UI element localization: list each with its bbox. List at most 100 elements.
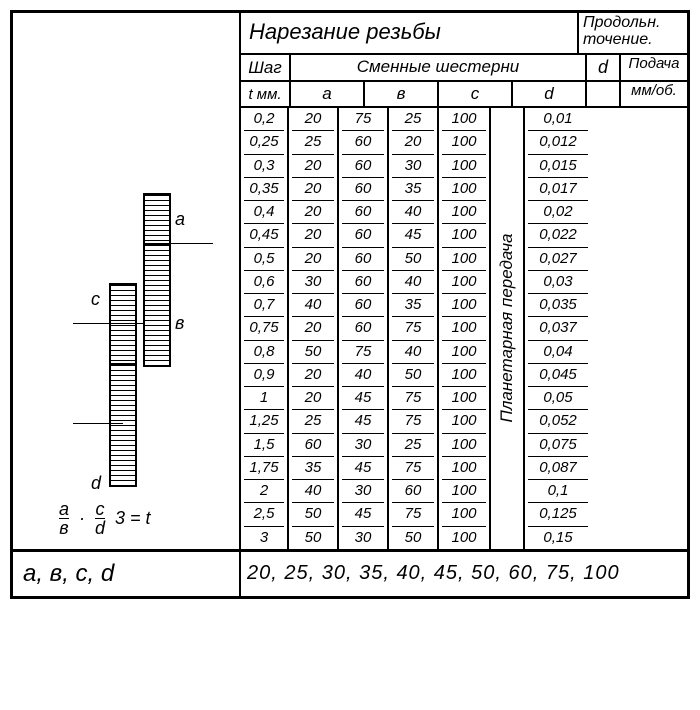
table-cell: 75	[392, 387, 434, 410]
table-cell: 60	[292, 434, 334, 457]
table-cell: 0,125	[528, 503, 588, 526]
gear-set-labels: a, в, c, d	[13, 552, 241, 596]
table-cell: 30	[342, 480, 384, 503]
wheel-labels-row: a в c d	[291, 82, 587, 106]
table-cell: 35	[392, 178, 434, 201]
table-cell: 25	[392, 434, 434, 457]
gear-set-values: 20, 25, 30, 35, 40, 45, 50, 60, 75, 100	[241, 552, 687, 596]
formula-tail: 3 = t	[115, 508, 151, 529]
table-cell: 30	[342, 527, 384, 549]
table-cell: 100	[442, 317, 486, 340]
col-a: 20252020202020304020502020256035405050	[289, 108, 339, 549]
fraction-cd: c d	[95, 500, 105, 537]
table-cell: 50	[392, 527, 434, 549]
table-cell: 20	[292, 108, 334, 131]
table-cell: 60	[342, 201, 384, 224]
gear-label-b: в	[175, 313, 184, 334]
wheel-label-d: d	[513, 82, 585, 106]
fraction-ab: a в	[59, 500, 69, 537]
table-cell: 0,4	[244, 201, 284, 224]
table-cell: 75	[392, 410, 434, 433]
longit-line1: Продольн.	[583, 15, 683, 32]
table-cell: 0,03	[528, 271, 588, 294]
table-cell: 50	[292, 527, 334, 549]
gear-d	[109, 363, 137, 487]
table-cell: 100	[442, 248, 486, 271]
table-cell: 0,5	[244, 248, 284, 271]
table-cell: 100	[442, 410, 486, 433]
table-cell: 0,037	[528, 317, 588, 340]
wheel-label-b: в	[365, 82, 439, 106]
table-cell: 35	[392, 294, 434, 317]
table-cell: 45	[342, 503, 384, 526]
table-cell: 60	[342, 178, 384, 201]
table-cell: 20	[292, 248, 334, 271]
planetary-drive-label: Планетарная передача	[497, 234, 517, 423]
gear-diagram: a в c d a в · c d 3 = t	[13, 13, 241, 549]
step-header: Шаг	[241, 55, 291, 80]
table-cell: 1,75	[244, 457, 284, 480]
table-cell: 25	[292, 131, 334, 154]
col-d: 1001001001001001001001001001001001001001…	[439, 108, 491, 549]
table-cell: 40	[392, 341, 434, 364]
table-cell: 20	[292, 364, 334, 387]
table-cell: 0,015	[528, 155, 588, 178]
table-cell: 0,045	[528, 364, 588, 387]
table-cell: 75	[342, 341, 384, 364]
gear-b	[143, 243, 171, 367]
table-cell: 45	[342, 457, 384, 480]
tables-section: Нарезание резьбы Продольн. точение. Шаг …	[241, 13, 687, 549]
table-cell: 0,052	[528, 410, 588, 433]
wheel-label-a: a	[291, 82, 365, 106]
table-cell: 40	[392, 271, 434, 294]
table-cell: 60	[342, 317, 384, 340]
table-cell: 3	[244, 527, 284, 549]
table-cell: 50	[292, 503, 334, 526]
table-cell: 0,02	[528, 201, 588, 224]
bottom-row: a, в, c, d 20, 25, 30, 35, 40, 45, 50, 6…	[13, 549, 687, 596]
table-cell: 100	[442, 527, 486, 549]
table-cell: 0,012	[528, 131, 588, 154]
gear-label-d: d	[91, 473, 101, 494]
table-cell: 0,2	[244, 108, 284, 131]
subheader-row-1: Шаг Сменные шестерни d Подача	[241, 55, 687, 82]
header-row: Нарезание резьбы Продольн. точение.	[241, 13, 687, 55]
change-wheels-header: Сменные шестерни	[291, 55, 587, 80]
table-cell: 100	[442, 387, 486, 410]
table-cell: 0,1	[528, 480, 588, 503]
table-cell: 100	[442, 131, 486, 154]
col-feed: 0,010,0120,0150,0170,020,0220,0270,030,0…	[525, 108, 591, 549]
table-cell: 35	[292, 457, 334, 480]
denominator: d	[95, 518, 105, 537]
table-cell: 1	[244, 387, 284, 410]
table-cell: 30	[292, 271, 334, 294]
table-cell: 20	[392, 131, 434, 154]
table-cell: 45	[342, 410, 384, 433]
gear-label-a: a	[175, 209, 185, 230]
denominator: в	[59, 518, 68, 537]
table-cell: 0,022	[528, 224, 588, 247]
table-cell: 0,45	[244, 224, 284, 247]
table-cell: 0,035	[528, 294, 588, 317]
table-cell: 100	[442, 108, 486, 131]
gear-ratio-formula: a в · c d 3 = t	[59, 500, 151, 537]
table-cell: 100	[442, 155, 486, 178]
table-cell: 1,5	[244, 434, 284, 457]
data-area: 0,20,250,30,350,40,450,50,60,70,750,80,9…	[241, 108, 687, 549]
table-cell: 0,15	[528, 527, 588, 549]
table-cell: 40	[292, 294, 334, 317]
table-cell: 100	[442, 457, 486, 480]
table-cell: 0,05	[528, 387, 588, 410]
table-cell: 100	[442, 224, 486, 247]
table-cell: 2,5	[244, 503, 284, 526]
table-cell: 0,027	[528, 248, 588, 271]
table-cell: 40	[392, 201, 434, 224]
top-section: a в c d a в · c d 3 = t Нарезание резьбы	[13, 13, 687, 549]
table-cell: 60	[342, 131, 384, 154]
table-cell: 100	[442, 201, 486, 224]
table-cell: 0,35	[244, 178, 284, 201]
table-cell: 75	[392, 457, 434, 480]
table-cell: 2	[244, 480, 284, 503]
gear-label-c: c	[91, 289, 100, 310]
table-cell: 60	[342, 224, 384, 247]
